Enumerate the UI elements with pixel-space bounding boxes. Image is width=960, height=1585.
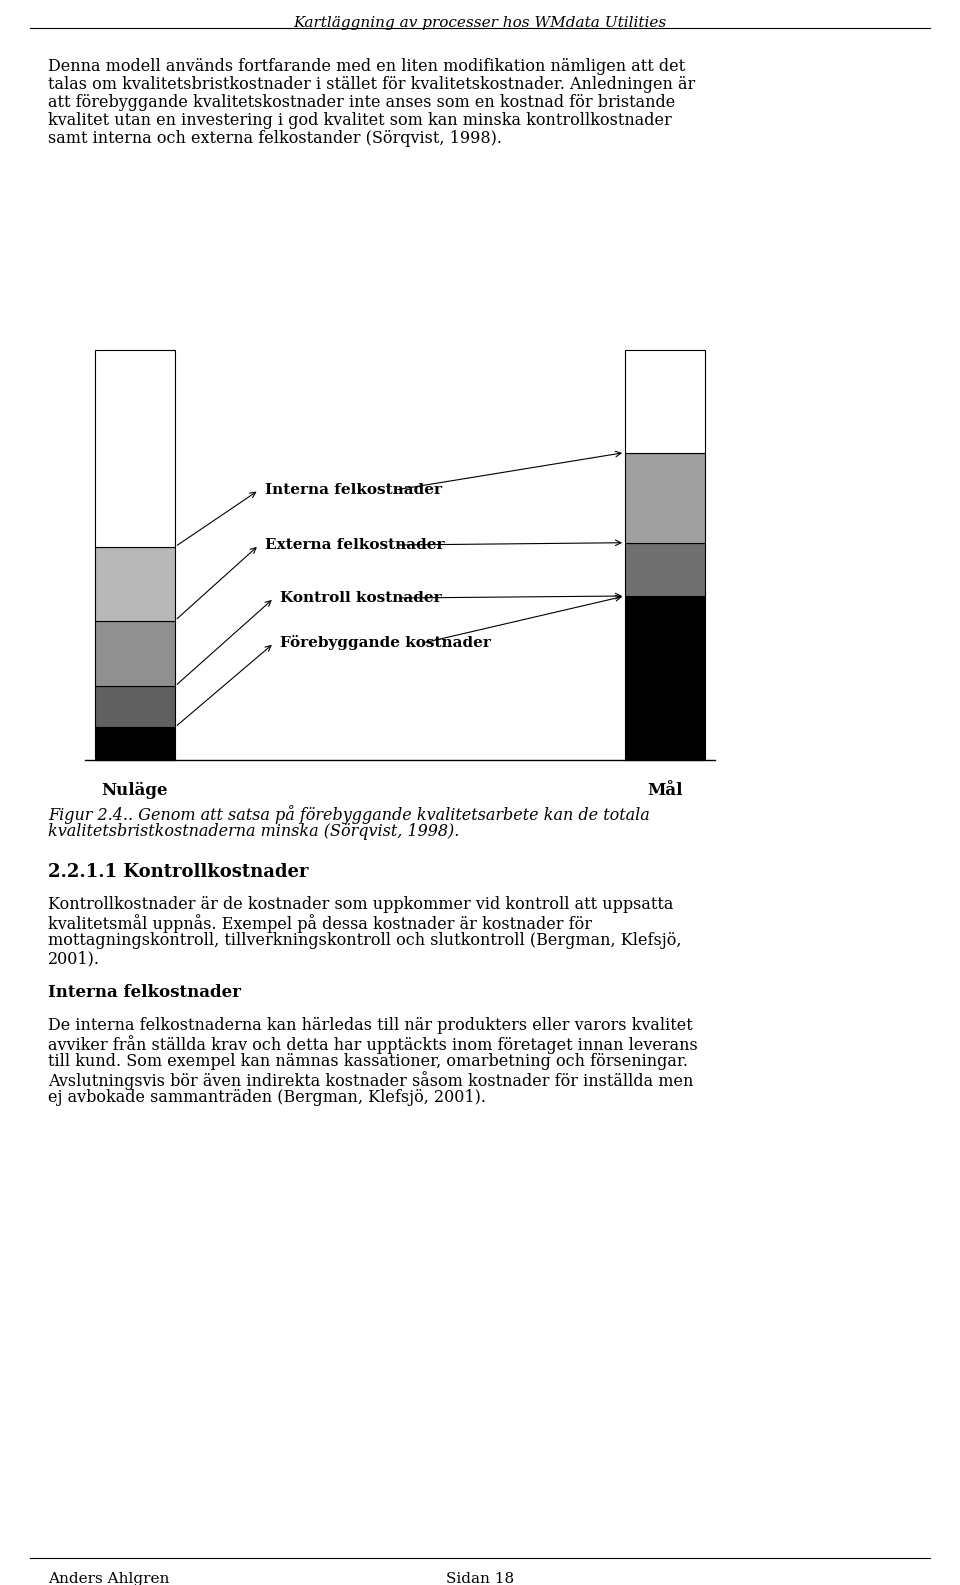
Text: mottagningskontroll, tillverkningskontroll och slutkontroll (Bergman, Klefsjö,: mottagningskontroll, tillverkningskontro… xyxy=(48,932,682,949)
Text: kvalitetsbristkostnaderna minska (Sörqvist, 1998).: kvalitetsbristkostnaderna minska (Sörqvi… xyxy=(48,823,460,840)
Text: kvalitetsmål uppnås. Exempel på dessa kostnader är kostnader för: kvalitetsmål uppnås. Exempel på dessa ko… xyxy=(48,915,592,934)
Text: ej avbokade sammanträden (Bergman, Klefsjö, 2001).: ej avbokade sammanträden (Bergman, Klefs… xyxy=(48,1089,486,1106)
Bar xyxy=(625,350,705,452)
Text: talas om kvalitetsbristkostnader i stället för kvalitetskostnader. Anledningen ä: talas om kvalitetsbristkostnader i ställ… xyxy=(48,76,695,94)
Text: avviker från ställda krav och detta har upptäckts inom företaget innan leverans: avviker från ställda krav och detta har … xyxy=(48,1035,698,1054)
Bar xyxy=(95,350,175,547)
Text: Kontroll kostnader: Kontroll kostnader xyxy=(280,591,442,605)
Text: Anders Ahlgren: Anders Ahlgren xyxy=(48,1572,169,1585)
Text: kvalitet utan en investering i god kvalitet som kan minska kontrollkostnader: kvalitet utan en investering i god kvali… xyxy=(48,113,672,128)
Text: De interna felkostnaderna kan härledas till när produkters eller varors kvalitet: De interna felkostnaderna kan härledas t… xyxy=(48,1018,693,1033)
Text: 2001).: 2001). xyxy=(48,949,100,967)
Text: Interna felkostnader: Interna felkostnader xyxy=(48,984,241,1002)
Text: Interna felkostnader: Interna felkostnader xyxy=(265,483,442,498)
Bar xyxy=(95,621,175,686)
Bar xyxy=(625,596,705,759)
Text: Figur 2.4.. Genom att satsa på förebyggande kvalitetsarbete kan de totala: Figur 2.4.. Genom att satsa på förebygga… xyxy=(48,805,650,824)
Text: 2.2.1.1 Kontrollkostnader: 2.2.1.1 Kontrollkostnader xyxy=(48,862,308,881)
Text: Mål: Mål xyxy=(647,781,683,799)
Bar xyxy=(625,452,705,542)
Text: Externa felkostnader: Externa felkostnader xyxy=(265,537,444,552)
Text: Sidan 18: Sidan 18 xyxy=(446,1572,514,1585)
Bar xyxy=(95,728,175,759)
Text: till kund. Som exempel kan nämnas kassationer, omarbetning och förseningar.: till kund. Som exempel kan nämnas kassat… xyxy=(48,1052,688,1070)
Bar xyxy=(95,686,175,728)
Text: Förebyggande kostnader: Förebyggande kostnader xyxy=(280,636,491,650)
Text: Kartläggning av processer hos WMdata Utilities: Kartläggning av processer hos WMdata Uti… xyxy=(294,16,666,30)
Text: Kontrollkostnader är de kostnader som uppkommer vid kontroll att uppsatta: Kontrollkostnader är de kostnader som up… xyxy=(48,896,673,913)
Text: Nuläge: Nuläge xyxy=(102,781,168,799)
Bar xyxy=(625,542,705,596)
Text: Denna modell används fortfarande med en liten modifikation nämligen att det: Denna modell används fortfarande med en … xyxy=(48,59,685,74)
Text: samt interna och externa felkostander (Sörqvist, 1998).: samt interna och externa felkostander (S… xyxy=(48,130,502,147)
Text: Avslutningsvis bör även indirekta kostnader såsom kostnader för inställda men: Avslutningsvis bör även indirekta kostna… xyxy=(48,1071,693,1090)
Bar xyxy=(95,547,175,621)
Text: att förebyggande kvalitetskostnader inte anses som en kostnad för bristande: att förebyggande kvalitetskostnader inte… xyxy=(48,94,675,111)
